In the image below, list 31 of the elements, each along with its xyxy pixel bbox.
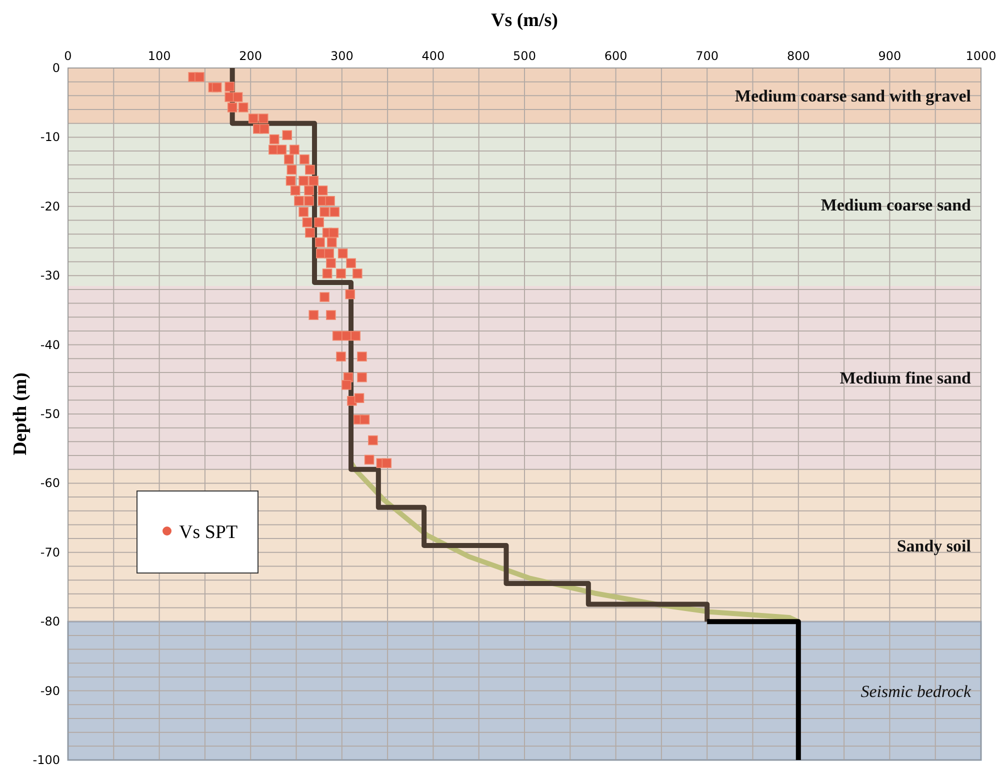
x-tick-label: 200 xyxy=(239,49,262,63)
band-label: Medium coarse sand xyxy=(820,196,972,215)
y-tick-label: -90 xyxy=(40,684,60,698)
x-tick-label: 800 xyxy=(786,49,810,63)
band-label: Medium fine sand xyxy=(840,368,972,388)
band-label: Medium coarse sand with gravel xyxy=(734,86,972,106)
x-tick-label: 400 xyxy=(422,49,445,63)
y-tick-label: -50 xyxy=(40,407,60,421)
y-tick-label: -10 xyxy=(40,130,60,144)
y-tick-label: -80 xyxy=(40,614,60,629)
x-tick-label: 300 xyxy=(330,49,354,63)
x-tick-label: 500 xyxy=(513,49,536,63)
x-tick-label: 900 xyxy=(878,49,902,63)
x-tick-label: 700 xyxy=(696,49,719,63)
y-tick-label: -100 xyxy=(32,753,60,767)
legend: Vs SPT xyxy=(136,490,258,574)
y-axis-title: Depth (m) xyxy=(10,372,31,456)
band-label: Seismic bedrock xyxy=(860,682,972,701)
x-tick-label: 100 xyxy=(148,49,171,63)
y-tick-label: -20 xyxy=(40,199,60,214)
y-tick-label: -40 xyxy=(40,338,60,352)
legend-label: Vs SPT xyxy=(179,522,238,543)
y-tick-label: -60 xyxy=(40,476,60,490)
y-tick-label: -70 xyxy=(40,545,60,560)
y-tick-label: -30 xyxy=(40,268,60,283)
x-axis-title: Vs (m/s) xyxy=(490,10,558,31)
band-label: Sandy soil xyxy=(896,536,972,556)
x-tick-label: 0 xyxy=(64,49,72,63)
x-tick-label: 600 xyxy=(604,49,628,63)
x-tick-label: 1000 xyxy=(966,49,996,63)
y-tick-label: 0 xyxy=(52,61,60,75)
